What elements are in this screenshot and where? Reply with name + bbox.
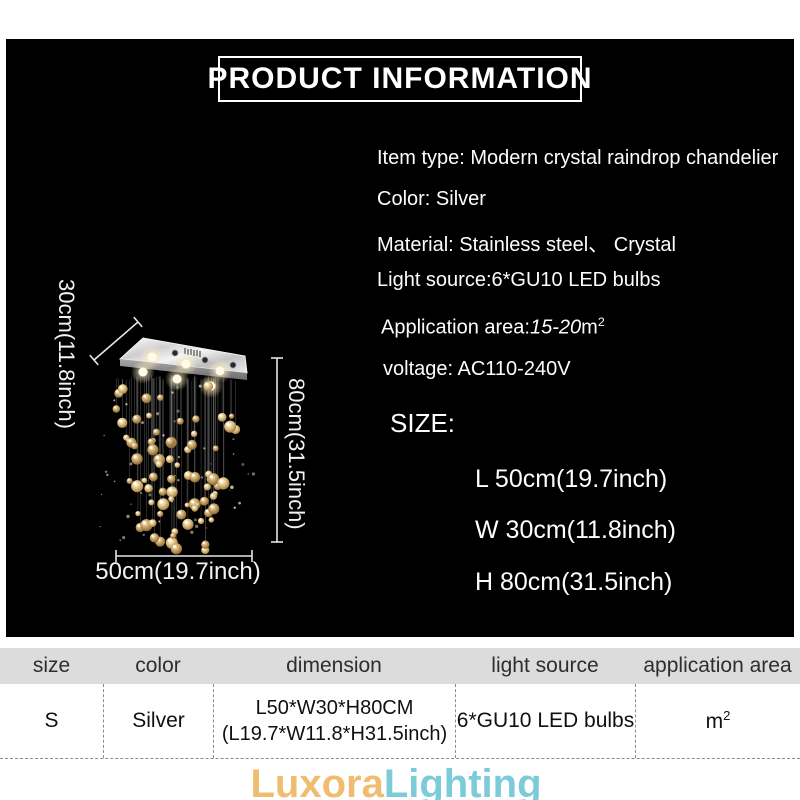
measure-lines [89, 316, 283, 562]
header-light-source: light source [491, 654, 599, 677]
size-heading: SIZE: [390, 408, 456, 438]
dimension-cm: L50*W30*H80CM [255, 697, 414, 719]
cell-size: S [44, 709, 59, 732]
header-color: color [135, 654, 181, 677]
cell-dimension: L50*W30*H80CM (L19.7*W11.8*H31.5inch) [213, 684, 455, 758]
cell-color: Silver [103, 684, 213, 758]
spec-color: Color: Silver [377, 188, 486, 210]
spec-table: size color dimension light source applic… [0, 648, 800, 759]
header-size: size [32, 654, 71, 677]
application-area-cell-text: m2 [705, 708, 731, 733]
size-length: L 50cm(19.7inch) [475, 465, 668, 493]
size-height: H 80cm(31.5inch) [475, 568, 673, 596]
title-box: PRODUCT INFORMATION [207, 56, 592, 102]
depth-dimension-label: 30cm(11.8inch) [54, 279, 79, 429]
height-dimension-label: 80cm(31.5inch) [284, 378, 309, 530]
application-area-sup: 2 [597, 315, 605, 329]
ceiling-plate [118, 337, 248, 398]
header-application-area: application area [643, 654, 792, 677]
spec-light-source: Light source:6*GU10 LED bulbs [377, 269, 661, 291]
table-header-row: size color dimension light source applic… [0, 648, 800, 684]
page-title: PRODUCT INFORMATION [207, 62, 593, 95]
crystal-balls [112, 381, 241, 555]
application-area-prefix: Application area: [381, 316, 530, 339]
application-area-unit: m [581, 316, 598, 339]
dimension-inch: (L19.7*W11.8*H31.5inch) [221, 723, 448, 745]
brand-logo: LuxoraLighting [250, 762, 541, 800]
table-row: S Silver L50*W30*H80CM (L19.7*W11.8*H31.… [0, 684, 800, 759]
application-area-value: 15-20 [529, 316, 582, 339]
logo-text-luxora: Luxora [250, 762, 384, 800]
cell-application-area: m2 [635, 684, 800, 758]
led-lights [131, 345, 232, 398]
size-width: W 30cm(11.8inch) [475, 516, 676, 544]
fixture-rings [171, 349, 237, 369]
spec-item-type: Item type: Modern crystal raindrop chand… [377, 147, 779, 169]
hero-panel: PRODUCT INFORMATION [6, 39, 794, 637]
spec-material: Material: Stainless steel、 Crystal [377, 234, 676, 256]
header-dimension: dimension [286, 654, 382, 677]
spec-application-area: Application area:15-20m2 [381, 315, 605, 340]
length-dimension-label: 50cm(19.7inch) [95, 558, 261, 585]
sparkle-dots [99, 384, 256, 542]
spec-voltage: voltage: AC110-240V [383, 358, 571, 380]
chandelier-diagram [89, 316, 283, 562]
logo-text-lighting: Lighting [383, 762, 542, 800]
cell-light-source: 6*GU10 LED bulbs [455, 684, 635, 758]
